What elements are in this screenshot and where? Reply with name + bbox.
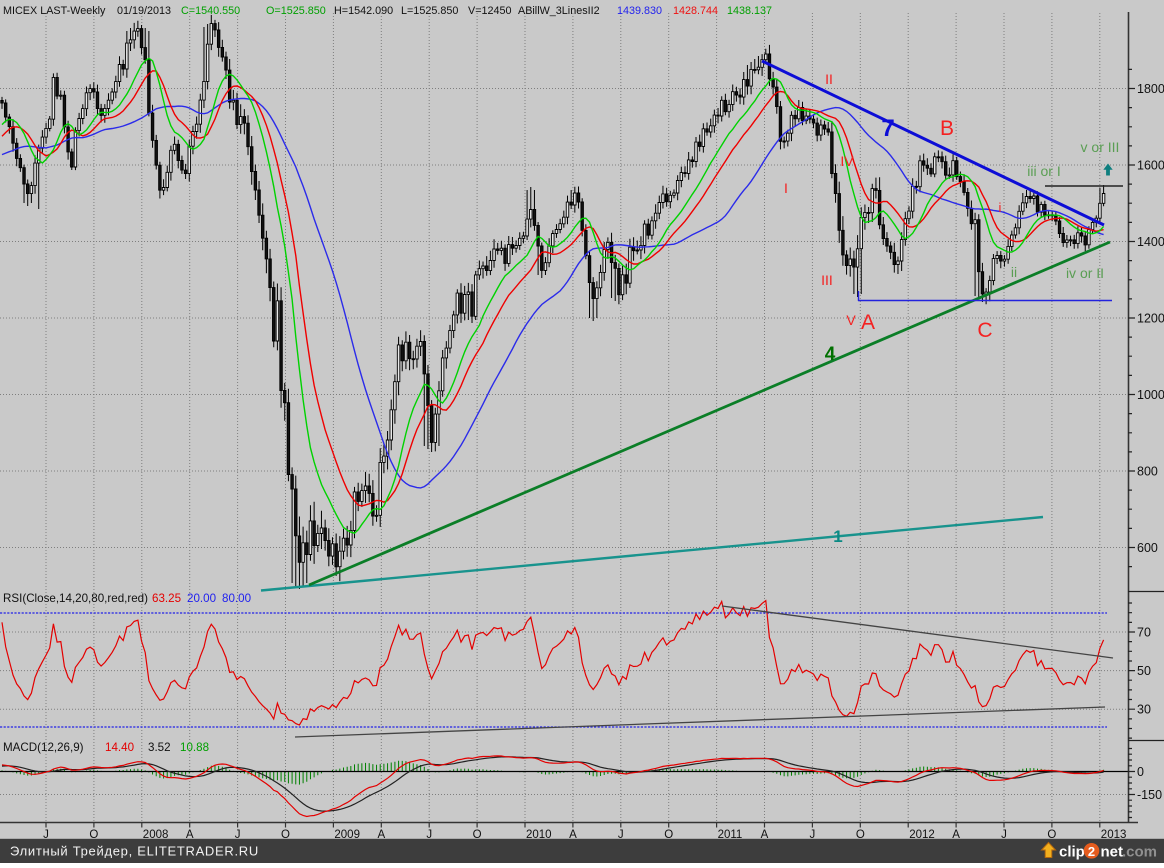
svg-text:iv or II: iv or II: [1066, 265, 1104, 281]
svg-text:O: O: [856, 829, 865, 841]
svg-text:600: 600: [1137, 541, 1158, 555]
svg-text:I: I: [784, 180, 788, 196]
svg-text:ii: ii: [1011, 264, 1017, 280]
svg-text:J: J: [1001, 829, 1007, 841]
svg-text:O: O: [473, 829, 482, 841]
svg-text:L=1525.850: L=1525.850: [401, 5, 458, 17]
svg-text:1438.137: 1438.137: [727, 5, 772, 17]
svg-text:2011: 2011: [718, 829, 743, 841]
svg-text:O: O: [664, 829, 673, 841]
svg-text:20.00: 20.00: [187, 592, 216, 605]
svg-text:A: A: [377, 829, 385, 841]
svg-text:net: net: [1101, 844, 1124, 861]
svg-text:J: J: [618, 829, 624, 841]
svg-text:1200: 1200: [1137, 312, 1164, 326]
svg-text:B: B: [940, 117, 954, 140]
svg-text:2010: 2010: [526, 829, 552, 841]
svg-text:O: O: [89, 829, 98, 841]
svg-text:1000: 1000: [1137, 388, 1164, 402]
svg-text:01/19/2013: 01/19/2013: [117, 5, 171, 17]
svg-text:10.88: 10.88: [180, 741, 209, 754]
svg-text:V: V: [846, 312, 856, 328]
svg-text:clip: clip: [1059, 844, 1085, 861]
svg-text:RSI(Close,14,20,80,red,red): RSI(Close,14,20,80,red,red): [3, 592, 148, 605]
svg-text:63.25: 63.25: [152, 592, 181, 605]
svg-text:MICEX LAST-Weekly: MICEX LAST-Weekly: [3, 5, 106, 17]
svg-text:IV: IV: [840, 153, 854, 169]
svg-text:14.40: 14.40: [105, 741, 134, 754]
svg-text:30: 30: [1137, 703, 1151, 717]
svg-text:50: 50: [1137, 664, 1151, 678]
svg-text:v or III: v or III: [1081, 139, 1120, 155]
svg-text:80.00: 80.00: [222, 592, 251, 605]
svg-text:Элитный Трейдер, ELITETRADER.R: Элитный Трейдер, ELITETRADER.RU: [10, 844, 259, 859]
svg-text:J: J: [43, 829, 49, 841]
svg-text:J: J: [235, 829, 241, 841]
svg-text:3.52: 3.52: [148, 741, 171, 754]
svg-text:2: 2: [1088, 844, 1095, 859]
svg-text:1600: 1600: [1137, 159, 1164, 173]
svg-text:70: 70: [1137, 626, 1151, 640]
svg-text:C=1540.550: C=1540.550: [181, 5, 240, 17]
svg-text:2008: 2008: [143, 829, 169, 841]
svg-text:i: i: [999, 200, 1002, 215]
svg-text:III: III: [821, 272, 833, 288]
svg-text:1439.830: 1439.830: [617, 5, 662, 17]
svg-text:A: A: [861, 311, 875, 334]
svg-text:A: A: [761, 829, 769, 841]
svg-text:A: A: [569, 829, 577, 841]
svg-text:800: 800: [1137, 465, 1158, 479]
svg-text:J: J: [810, 829, 816, 841]
svg-text:iii or I: iii or I: [1027, 163, 1060, 179]
svg-text:II: II: [825, 71, 833, 87]
svg-text:0: 0: [1137, 765, 1144, 779]
svg-text:J: J: [426, 829, 432, 841]
svg-text:2012: 2012: [909, 829, 935, 841]
svg-text:O: O: [1047, 829, 1056, 841]
svg-text:.com: .com: [1122, 844, 1157, 861]
svg-text:O: O: [281, 829, 290, 841]
svg-text:H=1542.090: H=1542.090: [334, 5, 393, 17]
svg-text:MACD(12,26,9): MACD(12,26,9): [3, 741, 84, 754]
svg-text:1400: 1400: [1137, 235, 1164, 249]
svg-text:4: 4: [825, 344, 836, 365]
svg-text:7: 7: [881, 115, 894, 142]
svg-text:1: 1: [833, 527, 842, 546]
svg-text:2013: 2013: [1101, 829, 1127, 841]
svg-text:C: C: [977, 319, 992, 342]
svg-text:1428.744: 1428.744: [673, 5, 718, 17]
svg-text:-150: -150: [1137, 788, 1162, 802]
svg-text:V=12450: V=12450: [468, 5, 512, 17]
svg-text:A: A: [952, 829, 960, 841]
svg-text:1800: 1800: [1137, 82, 1164, 96]
svg-text:A: A: [186, 829, 194, 841]
svg-text:2009: 2009: [334, 829, 360, 841]
svg-text:O=1525.850: O=1525.850: [266, 5, 326, 17]
svg-text:ABillW_3LinesII2: ABillW_3LinesII2: [518, 5, 600, 17]
